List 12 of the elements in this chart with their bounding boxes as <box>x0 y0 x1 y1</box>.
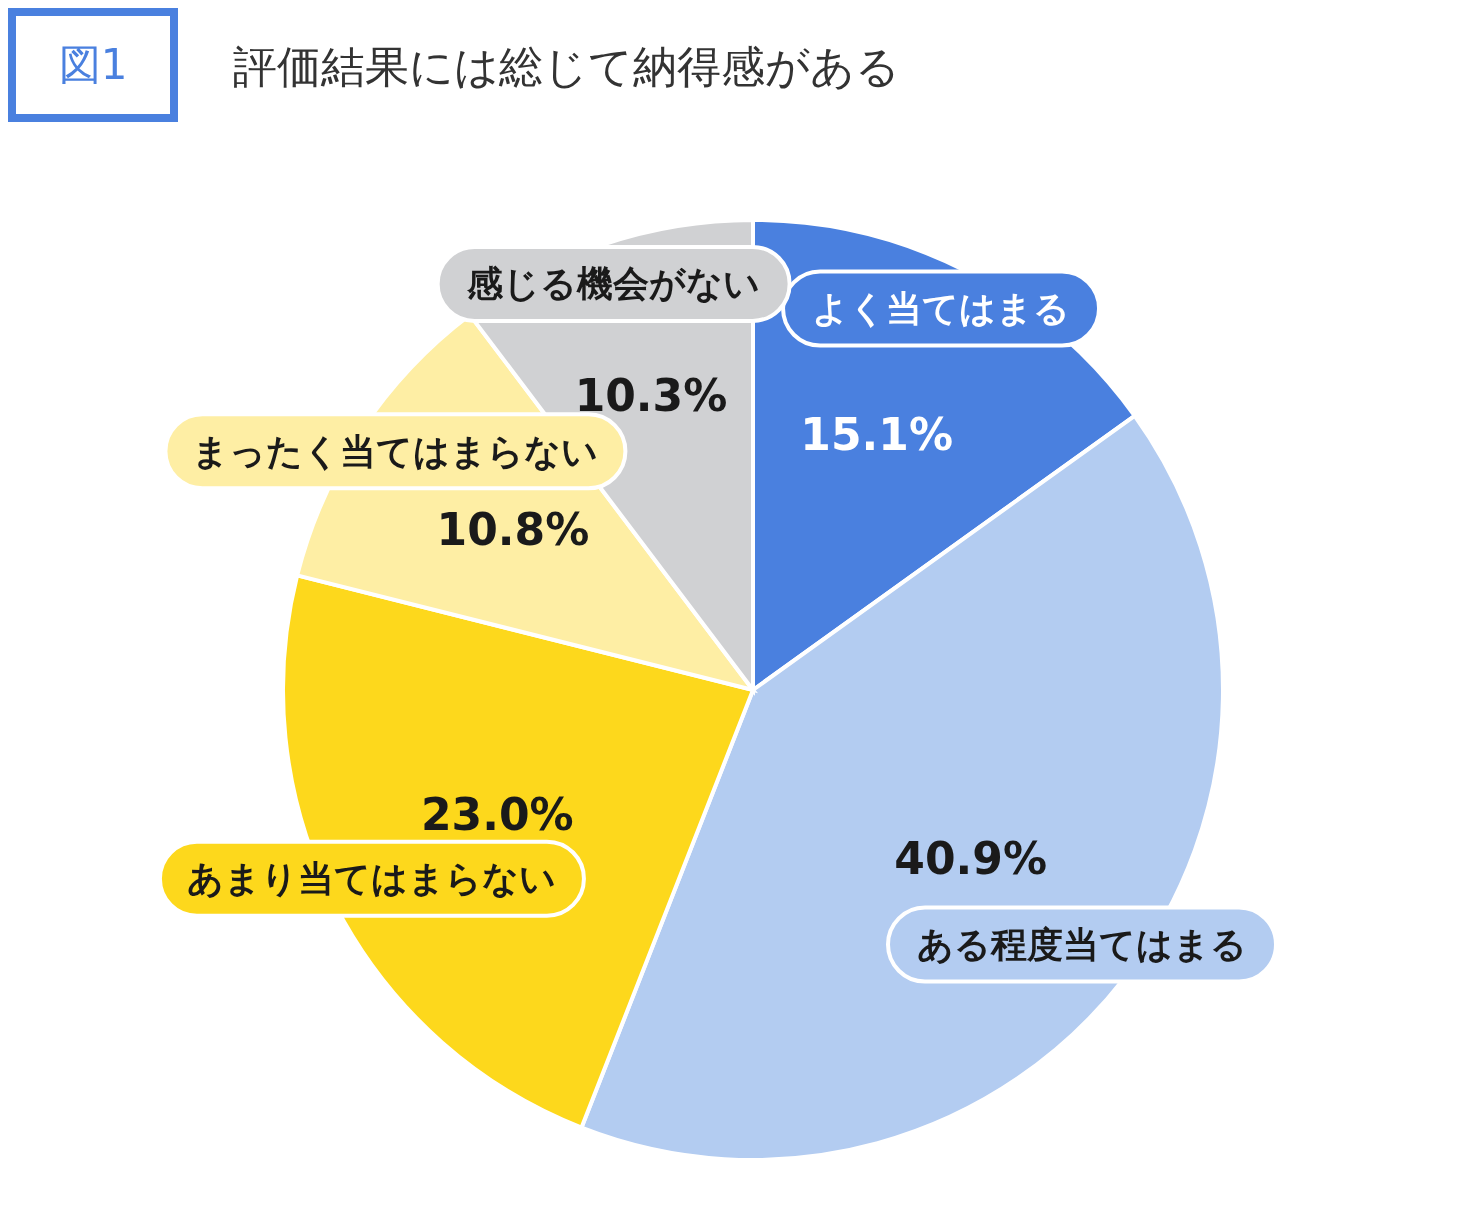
slice-label: あまり当てはまらない <box>187 858 557 900</box>
slice-label: まったく当てはまらない <box>192 430 599 472</box>
data-label: 40.9% <box>894 832 1047 884</box>
slice-label: よく当てはまる <box>812 288 1071 330</box>
slice-label: ある程度当てはまる <box>917 924 1247 966</box>
data-label: 10.8% <box>436 503 590 555</box>
data-label: 10.3% <box>574 369 728 421</box>
slice-label: 感じる機会がない <box>466 263 761 305</box>
data-label: 23.0% <box>420 788 574 840</box>
data-label: 15.1% <box>800 408 954 460</box>
chart-title: 評価結果には総じて納得感がある <box>233 40 900 94</box>
caption: 図1 <box>8 8 178 122</box>
